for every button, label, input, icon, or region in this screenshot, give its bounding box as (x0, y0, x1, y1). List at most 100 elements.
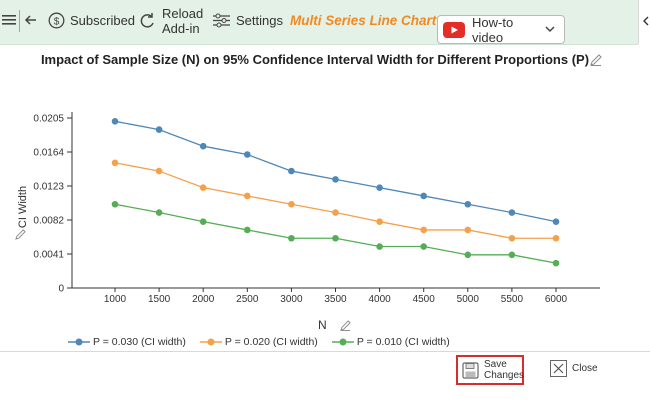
edit-title-pencil-icon[interactable] (590, 53, 602, 71)
save-floppy-icon (462, 361, 479, 379)
close-label: Close (572, 363, 598, 374)
data-point[interactable] (288, 167, 295, 175)
settings-button[interactable]: Settings (213, 13, 283, 28)
data-point[interactable] (111, 200, 119, 208)
series-line[interactable] (114, 120, 557, 223)
edit-y-axis-pencil-icon[interactable] (15, 227, 26, 245)
data-point[interactable] (155, 209, 163, 216)
data-point[interactable] (288, 200, 295, 208)
toolbar-divider (19, 10, 20, 32)
x-tick-label: 5000 (457, 294, 480, 305)
data-point[interactable] (376, 243, 383, 250)
data-point[interactable] (420, 192, 428, 200)
data-point[interactable] (420, 243, 428, 250)
settings-label: Settings (236, 13, 283, 28)
legend-item[interactable]: P = 0.020 (CI width) (199, 336, 318, 348)
reload-label-line1: Reload (162, 6, 204, 21)
x-tick-label: 4000 (368, 294, 391, 305)
x-tick-label: 2500 (236, 294, 259, 305)
reload-label-line2: Add-in (162, 21, 200, 36)
save-label-line1: Save (484, 359, 507, 370)
howto-video-dropdown[interactable]: How-to video (437, 14, 565, 45)
menu-icon[interactable] (2, 13, 16, 27)
chevron-down-icon (545, 26, 555, 33)
reload-icon (138, 12, 156, 30)
chevron-left-icon (642, 15, 649, 29)
data-point[interactable] (508, 209, 516, 216)
data-point[interactable] (508, 234, 516, 242)
chart-type-label: Multi Series Line Chart (290, 13, 437, 28)
legend-item[interactable]: P = 0.030 (CI width) (68, 336, 186, 348)
y-tick-label: 0.0123 (33, 182, 64, 193)
data-point[interactable] (552, 218, 560, 225)
data-point[interactable] (332, 234, 339, 242)
y-tick-label: 0 (58, 284, 64, 295)
y-tick-label: 0.0164 (33, 148, 64, 159)
data-point[interactable] (244, 151, 251, 158)
line-chart: 0 0.0041 0.0082 0.0123 0.0164 0.0205 1000 1500… (33, 112, 600, 305)
legend-item[interactable]: P = 0.010 (CI width) (331, 336, 450, 348)
legend-swatch (331, 338, 354, 346)
legend-label: P = 0.020 (CI width) (224, 336, 318, 348)
data-point[interactable] (508, 251, 516, 259)
legend-swatch (68, 338, 90, 346)
data-point[interactable] (199, 184, 207, 191)
howto-label: How-to video (472, 14, 514, 45)
data-point[interactable] (376, 184, 383, 191)
x-tick-label: 6000 (545, 294, 568, 305)
chart-title[interactable]: Impact of Sample Size (N) on 95% Confide… (40, 52, 590, 67)
x-tick-label: 1000 (104, 294, 127, 305)
data-point[interactable] (332, 209, 339, 216)
legend-label: P = 0.030 (CI width) (93, 336, 186, 348)
data-point[interactable] (552, 259, 560, 267)
x-tick-label: 4500 (413, 294, 436, 305)
footer-bar: Save Changes Close (0, 351, 650, 403)
y-tick-label: 0.0205 (33, 114, 64, 125)
collapse-panel-button[interactable] (638, 0, 650, 44)
data-point[interactable] (244, 226, 251, 234)
edit-x-axis-pencil-icon[interactable] (340, 318, 351, 336)
chart-legend: P = 0.030 (CI width) P = 0.020 (CI width)… (68, 336, 450, 348)
data-point[interactable] (420, 226, 428, 234)
legend-swatch (199, 338, 222, 346)
y-tick-label: 0.0041 (33, 250, 64, 261)
data-point[interactable] (111, 159, 119, 167)
series-lines (111, 118, 560, 267)
data-point[interactable] (376, 218, 383, 225)
data-point[interactable] (288, 234, 295, 242)
save-label: Save Changes (484, 359, 524, 381)
save-changes-button[interactable]: Save Changes (456, 355, 524, 385)
x-tick-label: 1500 (148, 294, 171, 305)
data-point[interactable] (155, 167, 163, 175)
back-arrow-icon[interactable] (24, 13, 38, 27)
legend-label: P = 0.010 (CI width) (356, 336, 450, 348)
x-tick-label: 5500 (501, 294, 524, 305)
save-label-line2: Changes (484, 370, 525, 381)
svg-text:$: $ (54, 16, 60, 27)
data-point[interactable] (244, 192, 251, 200)
y-axis: 0 0.0041 0.0082 0.0123 0.0164 0.0205 (33, 112, 73, 295)
x-axis: 1000 1500 2000 2500 3000 3500 4000 4500 5000 5500… (72, 287, 600, 305)
youtube-icon (443, 21, 465, 38)
series-line[interactable] (114, 162, 556, 239)
x-axis-title[interactable]: N (318, 318, 327, 332)
data-point[interactable] (155, 126, 163, 133)
close-button[interactable]: Close (550, 360, 598, 377)
toolbar: $ Subscribed Reload Add-in Settings Mult… (0, 0, 638, 45)
data-point[interactable] (464, 200, 472, 208)
x-tick-label: 2000 (192, 294, 215, 305)
data-point[interactable] (199, 142, 207, 150)
reload-addin-button[interactable]: Reload Add-in (138, 6, 203, 36)
x-tick-label: 3000 (280, 294, 303, 305)
data-point[interactable] (464, 226, 472, 234)
data-point[interactable] (464, 251, 472, 259)
subscribed-button[interactable]: $ Subscribed (48, 12, 135, 29)
data-point[interactable] (111, 118, 119, 125)
x-tick-label: 3500 (324, 294, 347, 305)
reload-label: Reload Add-in (162, 6, 203, 36)
data-point[interactable] (199, 218, 207, 225)
data-point[interactable] (332, 176, 339, 183)
data-point[interactable] (552, 234, 560, 242)
dollar-icon: $ (48, 12, 65, 29)
close-icon (550, 360, 567, 377)
